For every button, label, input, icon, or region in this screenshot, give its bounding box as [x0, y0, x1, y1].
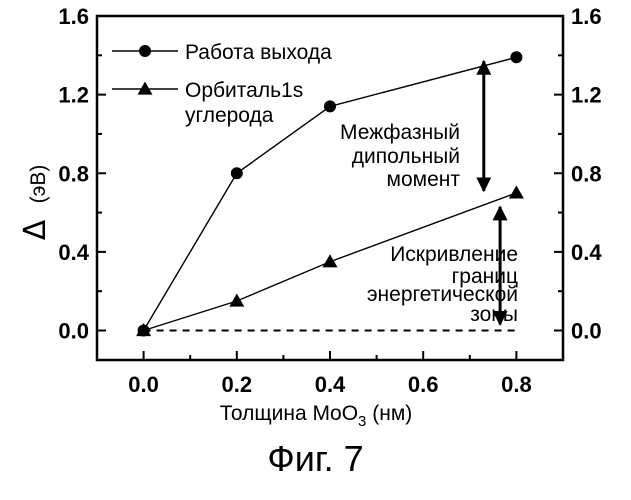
legend-label-1-line2: углерода — [185, 104, 274, 127]
y-axis-symbol: Δ — [18, 219, 53, 240]
series-point-0 — [231, 167, 243, 179]
legend-marker-0 — [139, 45, 151, 57]
x-axis-label: Толщина MoO3 (нм) — [220, 402, 413, 430]
series-point-0 — [510, 51, 522, 63]
y-tick-label-right: 0.4 — [571, 240, 602, 265]
y-tick-label-right: 0.0 — [571, 319, 602, 344]
chart: 0.0 0.0 0.4 0.4 0.8 0.8 1.2 1.2 1.6 1.6 0.0 0.2 0.4 0… — [0, 0, 631, 430]
y-tick-label-left: 0.8 — [58, 161, 89, 186]
y-axis-label: Δ (эВ) — [18, 165, 53, 241]
x-axis-label-unit: (нм) — [366, 402, 412, 425]
x-axis-label-main: Толщина MoO — [220, 402, 358, 425]
series-point-0 — [324, 100, 336, 112]
x-tick-label: 0.6 — [408, 372, 439, 397]
series-point-1 — [509, 185, 524, 198]
y-axis-unit: (эВ) — [27, 165, 50, 204]
legend-marker-1 — [138, 82, 153, 95]
y-tick-label-left: 0.0 — [58, 319, 89, 344]
dipole-label-line: дипольный — [352, 145, 460, 168]
legend: Работа выхода Орбиталь1sуглерода — [112, 41, 332, 127]
legend-label-0: Работа выхода — [185, 41, 332, 64]
x-tick-label: 0.2 — [222, 372, 253, 397]
y-tick-label-left: 0.4 — [58, 240, 89, 265]
figure-caption: Фиг. 7 — [0, 438, 631, 480]
series-point-1 — [229, 294, 244, 307]
series-point-1 — [323, 254, 338, 267]
y-tick-label-right: 0.8 — [571, 161, 602, 186]
x-tick-label: 0.4 — [315, 372, 346, 397]
x-tick-label: 0.8 — [501, 372, 532, 397]
x-tick-label: 0.0 — [128, 372, 159, 397]
y-tick-label-left: 1.6 — [58, 4, 89, 29]
dipole-label-line: Межфазный — [340, 121, 460, 144]
band-label-line: зоны — [470, 303, 518, 326]
band-label-line: Искривление — [390, 243, 518, 266]
y-tick-label-right: 1.6 — [571, 4, 602, 29]
y-tick-label-left: 1.2 — [58, 83, 89, 108]
legend-label-1: Орбиталь1s — [185, 79, 303, 102]
dipole-label-line: момент — [387, 168, 461, 191]
y-tick-label-right: 1.2 — [571, 83, 602, 108]
x-axis-label-sub: 3 — [358, 413, 366, 430]
annotations: МежфазныйдипольныймоментИскривлениеграни… — [340, 61, 518, 326]
